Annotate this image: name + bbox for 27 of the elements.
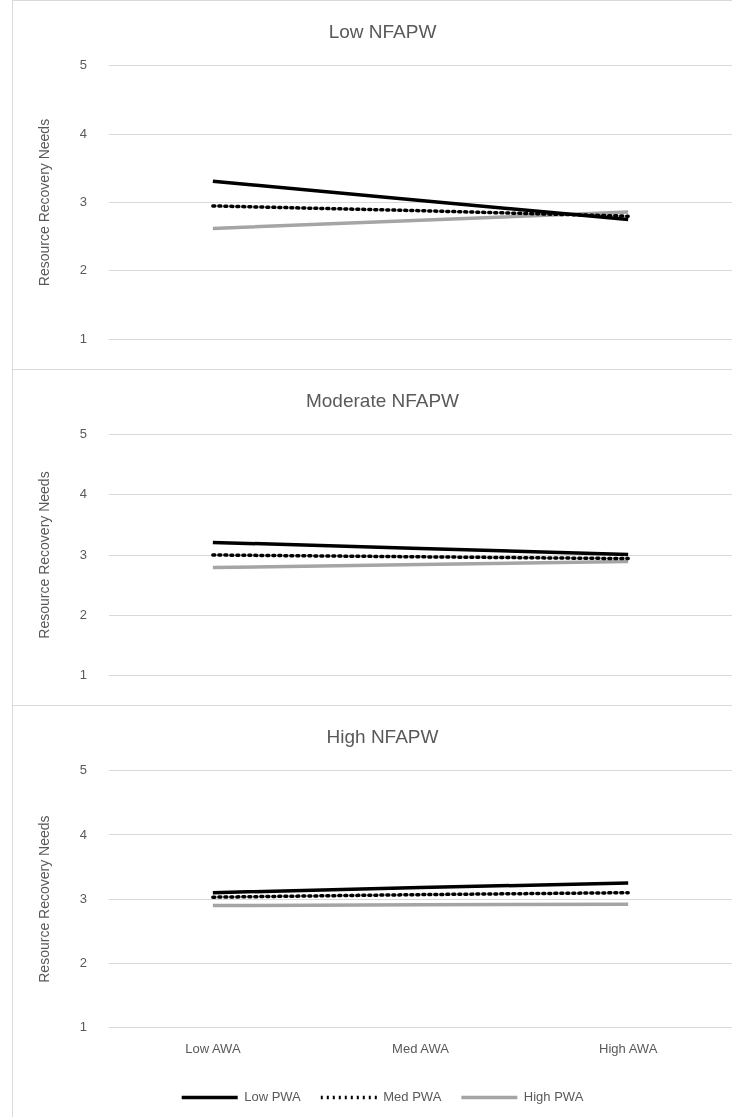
chart-title: Low NFAPW bbox=[328, 20, 437, 42]
y-axis-title: Resource Recovery Needs bbox=[36, 471, 53, 639]
x-tick-label: High AWA bbox=[599, 1040, 658, 1056]
y-tick-label: 3 bbox=[79, 546, 88, 562]
y-tick-label: 1 bbox=[79, 1018, 88, 1034]
legend-label: Low PWA bbox=[244, 1089, 302, 1105]
y-tick-label: 2 bbox=[79, 954, 88, 970]
x-tick-label: Low AWA bbox=[185, 1040, 241, 1056]
legend-label: Med PWA bbox=[383, 1089, 442, 1105]
y-tick-label: 1 bbox=[79, 330, 88, 346]
y-tick-label: 5 bbox=[79, 57, 88, 73]
y-tick-label: 2 bbox=[79, 606, 88, 622]
x-tick-label: Med AWA bbox=[392, 1040, 450, 1056]
y-tick-label: 5 bbox=[79, 426, 88, 442]
y-axis-title: Resource Recovery Needs bbox=[36, 118, 53, 287]
y-tick-label: 3 bbox=[79, 890, 88, 906]
y-tick-label: 5 bbox=[79, 762, 88, 778]
chart-title: High NFAPW bbox=[326, 725, 439, 747]
y-tick-label: 1 bbox=[79, 666, 88, 682]
y-axis-title: Resource Recovery Needs bbox=[36, 815, 53, 983]
y-tick-label: 3 bbox=[79, 194, 88, 210]
y-tick-label: 4 bbox=[79, 826, 88, 842]
chart-title: Moderate NFAPW bbox=[305, 389, 460, 411]
y-tick-label: 2 bbox=[79, 262, 88, 278]
y-tick-label: 4 bbox=[79, 125, 88, 141]
y-tick-label: 4 bbox=[79, 486, 88, 502]
legend-label: High PWA bbox=[523, 1089, 584, 1105]
